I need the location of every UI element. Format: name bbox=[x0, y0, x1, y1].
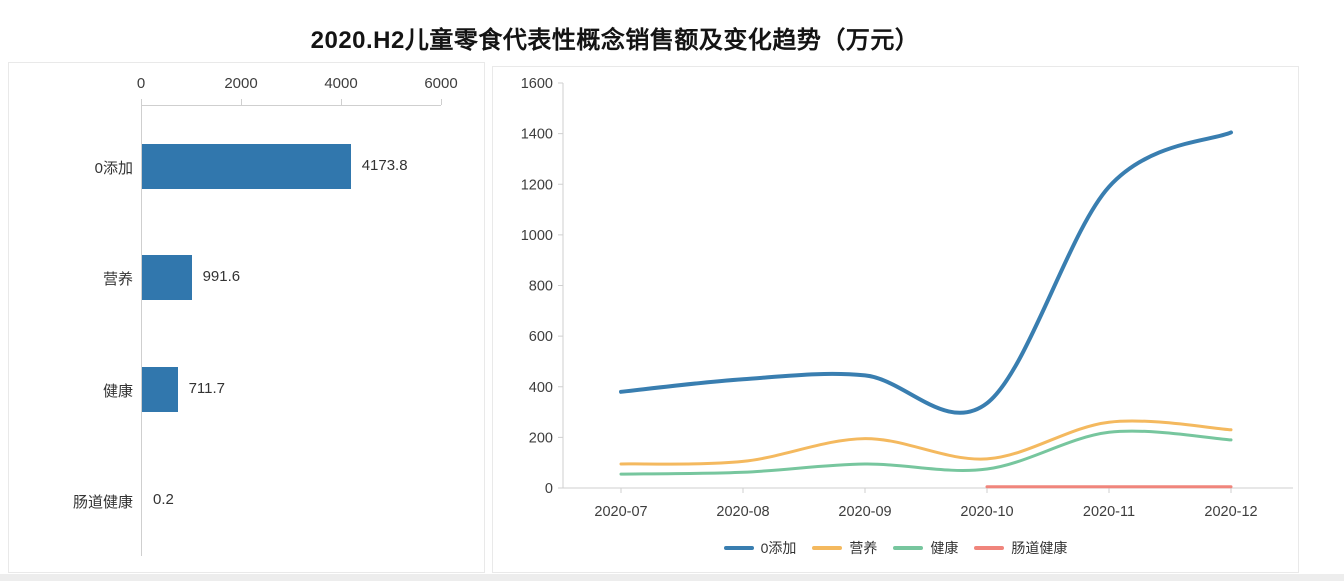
line-y-tick-label: 1400 bbox=[521, 127, 553, 143]
legend-item-0: 0添加 bbox=[723, 538, 797, 558]
legend-label: 健康 bbox=[930, 540, 959, 556]
line-y-tick-label: 400 bbox=[529, 380, 553, 396]
bar-x-tick-label: 6000 bbox=[424, 75, 458, 92]
bar-category-label: 营养 bbox=[102, 271, 133, 288]
legend-item-3: 肠道健康 bbox=[974, 538, 1067, 558]
line-series-2 bbox=[619, 429, 1233, 476]
bar-category-label: 健康 bbox=[102, 383, 133, 400]
line-chart-canvas: 0 200 400 600 800 1000 1200 1400 1600 2020-07 2020… bbox=[521, 76, 1293, 520]
legend-line-swatch bbox=[974, 546, 1005, 550]
bar bbox=[142, 143, 351, 189]
legend-line-swatch bbox=[893, 546, 924, 550]
bar-x-tick-mark bbox=[341, 99, 342, 105]
legend-label: 肠道健康 bbox=[1011, 540, 1068, 556]
legend-item-1: 营养 bbox=[812, 538, 877, 558]
chart-legend: 0添加 营养 健康 肠道健康 bbox=[493, 538, 1298, 558]
bar bbox=[142, 254, 192, 300]
line-x-tick-label: 2020-10 bbox=[960, 504, 1013, 520]
bar-value-label: 4173.8 bbox=[361, 157, 408, 174]
legend-line-swatch bbox=[723, 546, 754, 550]
legend-item-2: 健康 bbox=[893, 538, 958, 558]
bar-y-axis-line bbox=[141, 105, 142, 556]
bar-x-tick-label: 0 bbox=[136, 75, 146, 92]
bar-value-label: 711.7 bbox=[188, 380, 226, 397]
bar-x-tick-label: 4000 bbox=[324, 75, 358, 92]
page-title: 2020.H2儿童零食代表性概念销售额及变化趋势（万元） bbox=[310, 27, 920, 54]
legend-line-swatch bbox=[812, 546, 843, 550]
line-y-tick-label: 800 bbox=[529, 279, 553, 295]
bar-x-tick-mark bbox=[441, 99, 442, 105]
bar bbox=[142, 366, 178, 412]
line-y-tick-label: 1000 bbox=[521, 228, 553, 244]
line-series-1 bbox=[619, 419, 1233, 466]
line-y-tick-label: 200 bbox=[529, 430, 553, 446]
legend-label: 0添加 bbox=[760, 540, 797, 556]
line-x-tick-label: 2020-12 bbox=[1204, 504, 1257, 520]
bar-value-label: 991.6 bbox=[202, 268, 241, 285]
line-y-tick-label: 0 bbox=[545, 481, 553, 497]
bar-category-label: 肠道健康 bbox=[72, 494, 133, 511]
line-y-tick-label: 1200 bbox=[521, 177, 553, 193]
line-x-tick-label: 2020-07 bbox=[594, 504, 647, 520]
bar-category-label: 0添加 bbox=[94, 160, 133, 177]
line-y-tick-label: 1600 bbox=[521, 76, 553, 92]
line-x-tick-label: 2020-08 bbox=[716, 504, 769, 520]
bar-x-axis-line bbox=[141, 105, 441, 106]
bar-x-tick-mark bbox=[241, 99, 242, 105]
bar-chart-panel: 0 2000 4000 6000 0添加 4173.8 营养 991.6 健康 711.7 肠道健康… bbox=[8, 62, 485, 573]
bar-x-tick-label: 2000 bbox=[224, 75, 258, 92]
legend-label: 营养 bbox=[849, 540, 878, 556]
line-x-tick-label: 2020-09 bbox=[838, 504, 891, 520]
bar-value-label: 0.2 bbox=[153, 491, 174, 508]
line-y-tick-label: 600 bbox=[529, 329, 553, 345]
line-chart-panel: 0 200 400 600 800 1000 1200 1400 1600 2020-07 2020… bbox=[492, 66, 1299, 573]
bar-x-tick-mark bbox=[141, 99, 142, 105]
line-series-0 bbox=[619, 130, 1233, 415]
page-bottom-strip bbox=[0, 574, 1344, 581]
line-x-tick-label: 2020-11 bbox=[1083, 504, 1135, 520]
